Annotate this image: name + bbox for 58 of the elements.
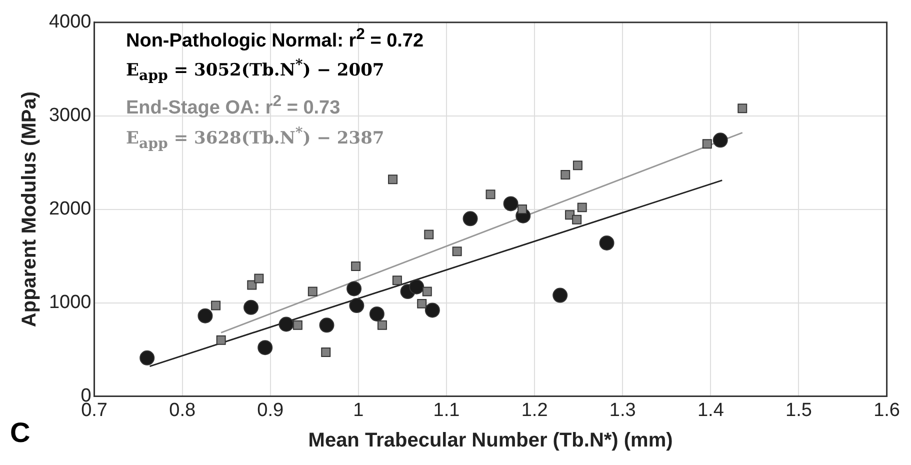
point: [422, 286, 432, 296]
point: [552, 288, 568, 303]
x-tick-label: 1: [353, 400, 364, 421]
point: [388, 174, 398, 184]
point: [702, 139, 712, 149]
annotation: End-Stage OA: r$^{2}$ = 0.73: [126, 92, 342, 121]
point: [572, 214, 582, 224]
point: [211, 300, 221, 310]
x-tick-label: 1.5: [786, 400, 812, 421]
point: [452, 246, 462, 256]
y-tick-label: 1000: [48, 292, 92, 313]
point: [346, 281, 362, 296]
y-axis-title: Apparent Modulus (MPa): [18, 92, 41, 328]
point: [319, 318, 334, 333]
x-tick-label: 1.1: [433, 400, 460, 421]
x-tick-label: 0.9: [257, 400, 284, 421]
point: [369, 306, 384, 322]
point: [424, 230, 434, 240]
point: [503, 196, 518, 212]
point: [258, 340, 273, 356]
point: [409, 279, 424, 294]
y-tick-label: 2000: [48, 198, 92, 220]
point: [254, 274, 264, 284]
point: [377, 320, 387, 330]
y-tick-label: 4000: [48, 12, 92, 33]
point: [308, 286, 318, 296]
annotation: E$_{app}$ = 3052(Tb.N$^{*}$) − 2007: [126, 56, 386, 86]
x-tick-label: 0.8: [169, 400, 196, 421]
point: [198, 308, 213, 324]
point: [349, 298, 364, 314]
point: [517, 204, 527, 214]
point: [292, 320, 302, 330]
point: [278, 316, 294, 332]
point: [321, 348, 331, 358]
x-tick-label: 1.6: [874, 400, 900, 421]
point: [560, 170, 570, 180]
point: [417, 298, 427, 308]
point: [392, 276, 402, 286]
point: [351, 262, 361, 272]
point: [577, 202, 587, 212]
y-tick-label: 3000: [48, 105, 92, 126]
point: [738, 104, 748, 114]
point: [572, 160, 582, 170]
point: [424, 302, 440, 318]
x-tick-label: 1.2: [521, 400, 548, 421]
annotation: Non-Pathologic Normal: r$^{2}$ = 0.72: [126, 25, 424, 54]
point: [486, 190, 496, 200]
annotation: E$_{app}$ = 3628(Tb.N$^{*}$) − 2387: [126, 124, 386, 154]
point: [462, 211, 478, 226]
text: C: [10, 417, 30, 449]
x-tick-label: 1.4: [697, 400, 724, 421]
point: [244, 300, 259, 315]
point: [140, 350, 155, 366]
point: [216, 335, 226, 345]
x-axis-title: Mean Trabecular Number (Tb.N*) (mm): [308, 430, 673, 452]
point: [599, 235, 614, 250]
point: [712, 132, 728, 148]
x-tick-label: 1.3: [609, 400, 636, 421]
